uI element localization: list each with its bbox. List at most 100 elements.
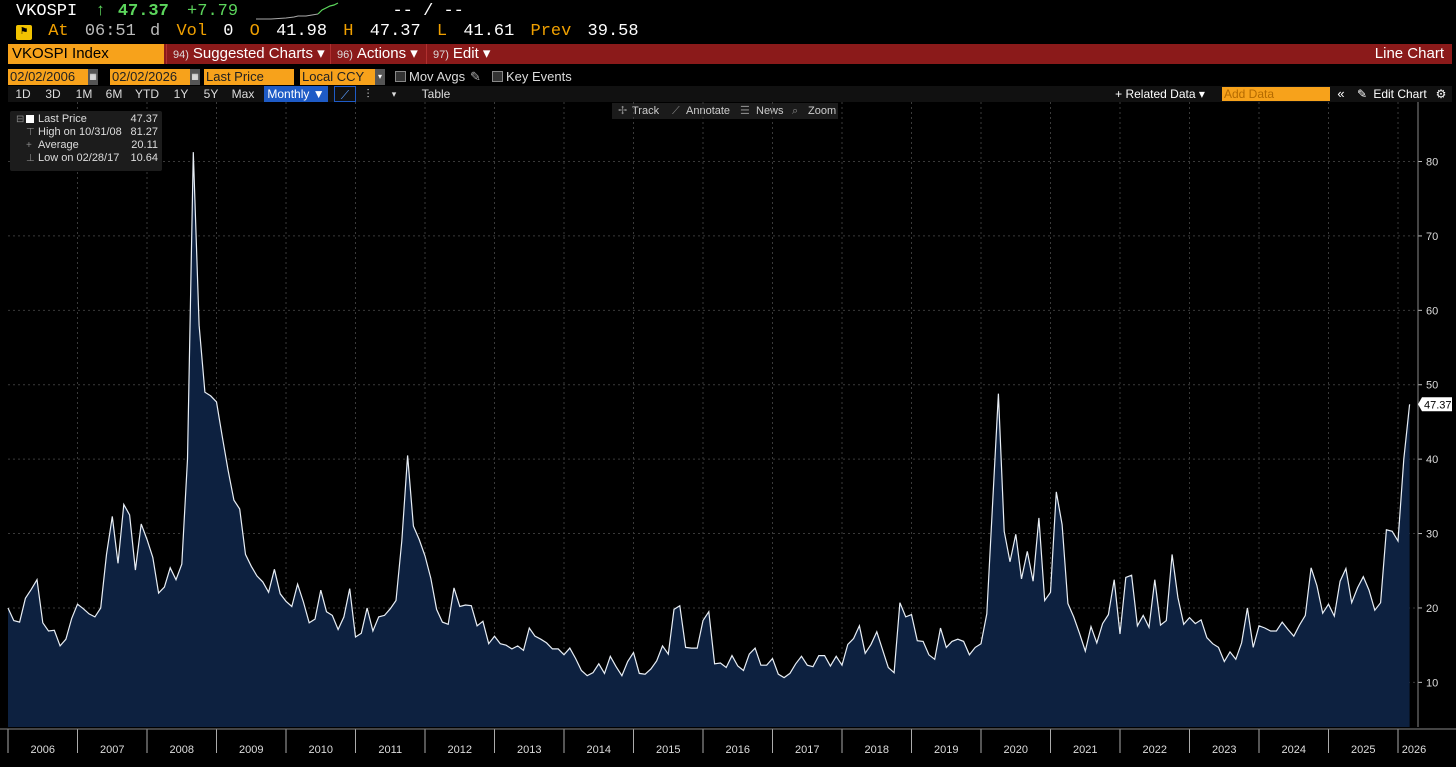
bar-chart-icon[interactable]: ⫶ [366,87,370,101]
y-tick-label: 50 [1426,380,1438,392]
chart-style-dropdown-icon[interactable]: ▾ [391,89,397,99]
zoom-icon: ⌕ [792,105,799,117]
period-6m-button[interactable]: 6M [105,87,123,101]
start-date-input[interactable]: 02/02/2006 [8,69,88,85]
add-data-input[interactable]: Add Data [1222,87,1330,101]
legend-average-value: 20.11 [131,139,158,151]
news-icon: ☰ [740,105,750,117]
legend-last-price-value: 47.37 [130,113,158,125]
legend-collapse-icon[interactable]: ⊟ [16,114,25,125]
start-calendar-icon[interactable]: ▦ [88,69,98,85]
frequency-select[interactable]: Monthly ▼ [264,86,328,102]
x-axis: 2006 2007 2008 2009 2010 2011 2012 2013 2014 2015… [0,728,1456,756]
end-date-input[interactable]: 02/02/2026 [110,69,190,85]
pencil-icon[interactable]: ✎ [470,69,481,84]
quote-time: 06:51 [84,22,136,41]
field-select[interactable]: Last Price [204,69,294,85]
track-icon: ✢ [618,105,628,117]
period-5y-button[interactable]: 5Y [203,87,219,101]
security-field[interactable]: VKOSPI Index [8,44,164,64]
edit-number: 97) [433,49,449,61]
gear-icon[interactable]: ⚙ [1435,87,1447,101]
actions-menu[interactable]: 96) Actions ▾ [330,44,418,64]
x-tick-label: 2023 [1212,744,1236,756]
period-1m-button[interactable]: 1M [75,87,93,101]
open-value: 41.98 [276,22,328,41]
volume-label: Vol [176,22,208,41]
mov-avgs-checkbox[interactable] [395,71,406,82]
price-area [8,152,1410,728]
x-tick-label: 2007 [100,744,124,756]
y-tick-label: 40 [1426,454,1438,466]
collapse-icon[interactable]: « [1337,86,1345,101]
x-tick-label: 2014 [587,744,611,756]
period-ytd-button[interactable]: YTD [135,87,159,101]
prev-label: Prev [530,22,572,41]
period-1d-button[interactable]: 1D [15,87,31,101]
price-chart[interactable]: 10 20 30 40 50 60 70 80 2006 2007 2008 2009 2010 201… [0,102,1456,767]
y-tick-label: 30 [1426,529,1438,541]
y-tick-label: 60 [1426,305,1438,317]
prev-value: 39.58 [587,22,639,41]
x-tick-label: 2018 [865,744,889,756]
x-tick-label: 2026 [1402,744,1426,756]
low-marker-icon: ⊥ [26,153,35,164]
legend-low: ⊥ Low on 02/28/17 10.64 [10,152,162,165]
x-tick-label: 2024 [1282,744,1306,756]
annotate-icon: ⟋ [672,105,680,117]
legend-high-value: 81.27 [130,126,158,138]
key-events-checkbox[interactable] [492,71,503,82]
zoom-button[interactable]: Zoom [808,105,837,117]
quote-header: VKOSPI ↑ 47.37 +7.79 -- / -- ⚑ At 06:51 … [0,0,1456,44]
quote-row-bottom: ⚑ At 06:51 d Vol 0 O 41.98 H 47.37 L 41.… [16,22,645,42]
legend-average: + Average 20.11 [10,139,162,152]
y-axis: 10 20 30 40 50 60 70 80 [1417,102,1438,727]
legend-low-label: Low on 02/28/17 [38,152,120,164]
legend-last-price[interactable]: ⊟ Last Price 47.37 [10,113,162,126]
suggested-charts-menu[interactable]: 94) Suggested Charts ▾ [166,44,325,64]
x-tick-label: 2006 [31,744,55,756]
last-price-value: 47.37 [117,2,169,21]
legend-swatch [26,115,34,123]
line-chart-icon[interactable]: ⟋ [334,86,356,102]
currency-dropdown-icon[interactable]: ▾ [375,69,385,85]
x-tick-label: 2022 [1143,744,1167,756]
low-value: 41.61 [463,22,515,41]
edit-chart-pencil-icon: ✎ [1356,87,1368,101]
x-tick-label: 2012 [448,744,472,756]
last-value-marker: 47.37 [1418,397,1452,412]
chart-tools: ✢ Track ⟋ Annotate ☰ News ⌕ Zoom [612,103,838,119]
track-button[interactable]: Track [632,105,660,117]
quote-row-top: VKOSPI ↑ 47.37 +7.79 -- / -- [16,2,472,22]
realtime-icon[interactable]: ⚑ [16,25,32,40]
x-tick-label: 2016 [726,744,750,756]
chart-legend: ⊟ Last Price 47.37 ⊤ High on 10/31/08 81… [10,111,162,171]
related-data-button[interactable]: + Related Data ▾ [1115,87,1205,101]
x-tick-label: 2009 [239,744,263,756]
end-calendar-icon[interactable]: ▦ [190,69,200,85]
currency-select[interactable]: Local CCY [300,69,376,85]
news-button[interactable]: News [756,105,784,117]
high-label: H [343,22,354,41]
quote-time-flag: d [150,22,161,41]
suggested-charts-number: 94) [173,49,189,61]
bid-ask-value: -- / -- [392,2,464,21]
y-tick-label: 20 [1426,603,1438,615]
x-tick-label: 2008 [170,744,194,756]
y-tick-label: 10 [1426,677,1438,689]
annotate-button[interactable]: Annotate [686,105,731,117]
high-marker-icon: ⊤ [26,127,35,138]
actions-number: 96) [337,49,353,61]
period-1y-button[interactable]: 1Y [173,87,189,101]
suggested-charts-label: Suggested Charts ▾ [192,45,325,62]
edit-chart-button[interactable]: Edit Chart [1373,87,1427,101]
edit-menu[interactable]: 97) Edit ▾ [426,44,490,64]
x-tick-label: 2017 [795,744,819,756]
volume-value: 0 [223,22,234,41]
period-max-button[interactable]: Max [231,87,255,101]
period-3d-button[interactable]: 3D [45,87,61,101]
table-button[interactable]: Table [421,87,451,101]
x-tick-label: 2019 [934,744,958,756]
ticker-symbol[interactable]: VKOSPI [16,2,78,21]
x-tick-label: 2021 [1073,744,1097,756]
